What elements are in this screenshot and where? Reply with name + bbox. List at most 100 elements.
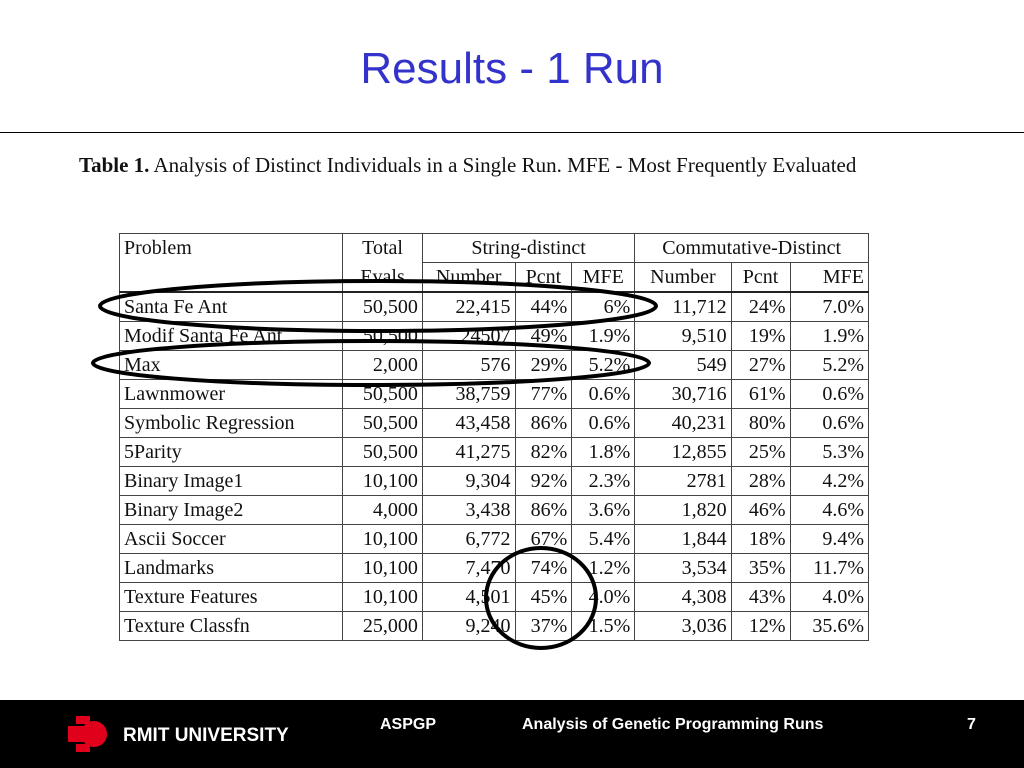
header-evals: Evals — [342, 262, 423, 293]
value-cell: 46% — [730, 495, 791, 525]
header-string-distinct: String-distinct — [421, 233, 636, 263]
value-cell: 37% — [514, 611, 573, 641]
value-cell: 25,000 — [342, 611, 423, 641]
value-cell: 49% — [514, 321, 573, 351]
value-cell: 92% — [514, 466, 573, 496]
value-cell: 80% — [730, 408, 791, 438]
problem-cell: Binary Image2 — [118, 495, 344, 525]
value-cell: 12% — [730, 611, 791, 641]
value-cell: 35.6% — [789, 611, 870, 641]
value-cell: 2,000 — [342, 350, 423, 380]
value-cell: 7,470 — [421, 553, 516, 583]
value-cell: 25% — [730, 437, 791, 467]
value-cell: 4,000 — [342, 495, 423, 525]
value-cell: 10,100 — [342, 524, 423, 554]
value-cell: 86% — [514, 495, 573, 525]
header-problem: Problem — [118, 233, 344, 263]
table-row: Binary Image2 4,000 3,438 86% 3.6% 1,820 46% 4.… — [118, 495, 870, 525]
value-cell: 0.6% — [789, 408, 870, 438]
value-cell: 24% — [730, 291, 791, 322]
value-cell: 67% — [514, 524, 573, 554]
problem-cell: Texture Features — [118, 582, 344, 612]
value-cell: 38,759 — [421, 379, 516, 409]
value-cell: 35% — [730, 553, 791, 583]
value-cell: 10,100 — [342, 553, 423, 583]
value-cell: 2781 — [634, 466, 732, 496]
header-string-mfe: MFE — [571, 262, 636, 293]
table-row: Max 2,000 576 29% 5.2% 549 27% 5.2% — [118, 350, 870, 380]
value-cell: 4,501 — [421, 582, 516, 612]
value-cell: 7.0% — [789, 291, 870, 322]
value-cell: 9,510 — [634, 321, 732, 351]
problem-cell: 5Parity — [118, 437, 344, 467]
value-cell: 10,100 — [342, 466, 423, 496]
value-cell: 0.6% — [571, 408, 636, 438]
value-cell: 44% — [514, 291, 573, 322]
value-cell: 86% — [514, 408, 573, 438]
table-row: Texture Classfn 25,000 9,240 37% 1.5% 3,036 12… — [118, 611, 870, 641]
results-table: Problem Total String-distinct Commutativ… — [118, 233, 870, 641]
value-cell: 28% — [730, 466, 791, 496]
value-cell: 3,036 — [634, 611, 732, 641]
value-cell: 2.3% — [571, 466, 636, 496]
value-cell: 82% — [514, 437, 573, 467]
value-cell: 61% — [730, 379, 791, 409]
value-cell: 50,500 — [342, 321, 423, 351]
value-cell: 549 — [634, 350, 732, 380]
table-row: Santa Fe Ant 50,500 22,415 44% 6% 11,712 24% 7.… — [118, 291, 870, 322]
value-cell: 10,100 — [342, 582, 423, 612]
value-cell: 0.6% — [571, 379, 636, 409]
value-cell: 0.6% — [789, 379, 870, 409]
table-body: Santa Fe Ant 50,500 22,415 44% 6% 11,712 24% 7.… — [118, 291, 870, 641]
value-cell: 1,844 — [634, 524, 732, 554]
footer-bar — [0, 700, 1024, 768]
value-cell: 1.9% — [571, 321, 636, 351]
value-cell: 43,458 — [421, 408, 516, 438]
table-row: 5Parity 50,500 41,275 82% 1.8% 12,855 25% 5.3% — [118, 437, 870, 467]
problem-cell: Ascii Soccer — [118, 524, 344, 554]
problem-cell: Santa Fe Ant — [118, 291, 344, 322]
value-cell: 41,275 — [421, 437, 516, 467]
value-cell: 576 — [421, 350, 516, 380]
header-problem-blank — [118, 262, 344, 293]
value-cell: 19% — [730, 321, 791, 351]
value-cell: 1.9% — [789, 321, 870, 351]
value-cell: 50,500 — [342, 291, 423, 322]
caption-label: Table 1. — [79, 153, 150, 177]
value-cell: 18% — [730, 524, 791, 554]
value-cell: 9,304 — [421, 466, 516, 496]
header-string-number: Number — [421, 262, 516, 293]
footer-topic: Analysis of Genetic Programming Runs — [522, 716, 824, 733]
problem-cell: Binary Image1 — [118, 466, 344, 496]
value-cell: 1,820 — [634, 495, 732, 525]
value-cell: 1.2% — [571, 553, 636, 583]
value-cell: 4.6% — [789, 495, 870, 525]
header-comm-mfe: MFE — [789, 262, 870, 293]
value-cell: 3.6% — [571, 495, 636, 525]
value-cell: 45% — [514, 582, 573, 612]
problem-cell: Landmarks — [118, 553, 344, 583]
value-cell: 40,231 — [634, 408, 732, 438]
value-cell: 1.5% — [571, 611, 636, 641]
header-commutative-distinct: Commutative-Distinct — [634, 233, 869, 263]
table-row: Landmarks 10,100 7,470 74% 1.2% 3,534 35% 11.7% — [118, 553, 870, 583]
value-cell: 24507 — [421, 321, 516, 351]
problem-cell: Symbolic Regression — [118, 408, 344, 438]
value-cell: 5.2% — [571, 350, 636, 380]
value-cell: 3,438 — [421, 495, 516, 525]
value-cell: 11.7% — [789, 553, 870, 583]
value-cell: 74% — [514, 553, 573, 583]
value-cell: 50,500 — [342, 408, 423, 438]
rmit-logo-icon — [68, 716, 107, 752]
page-number: 7 — [967, 716, 976, 733]
value-cell: 9.4% — [789, 524, 870, 554]
footer-course: ASPGP — [380, 716, 437, 733]
value-cell: 77% — [514, 379, 573, 409]
value-cell: 27% — [730, 350, 791, 380]
problem-cell: Modif Santa Fe Ant — [118, 321, 344, 351]
value-cell: 12,855 — [634, 437, 732, 467]
header-comm-number: Number — [634, 262, 732, 293]
table-row: Symbolic Regression 50,500 43,458 86% 0.6% 40… — [118, 408, 870, 438]
table-row: Lawnmower 50,500 38,759 77% 0.6% 30,716 61% 0.6… — [118, 379, 870, 409]
value-cell: 4.2% — [789, 466, 870, 496]
